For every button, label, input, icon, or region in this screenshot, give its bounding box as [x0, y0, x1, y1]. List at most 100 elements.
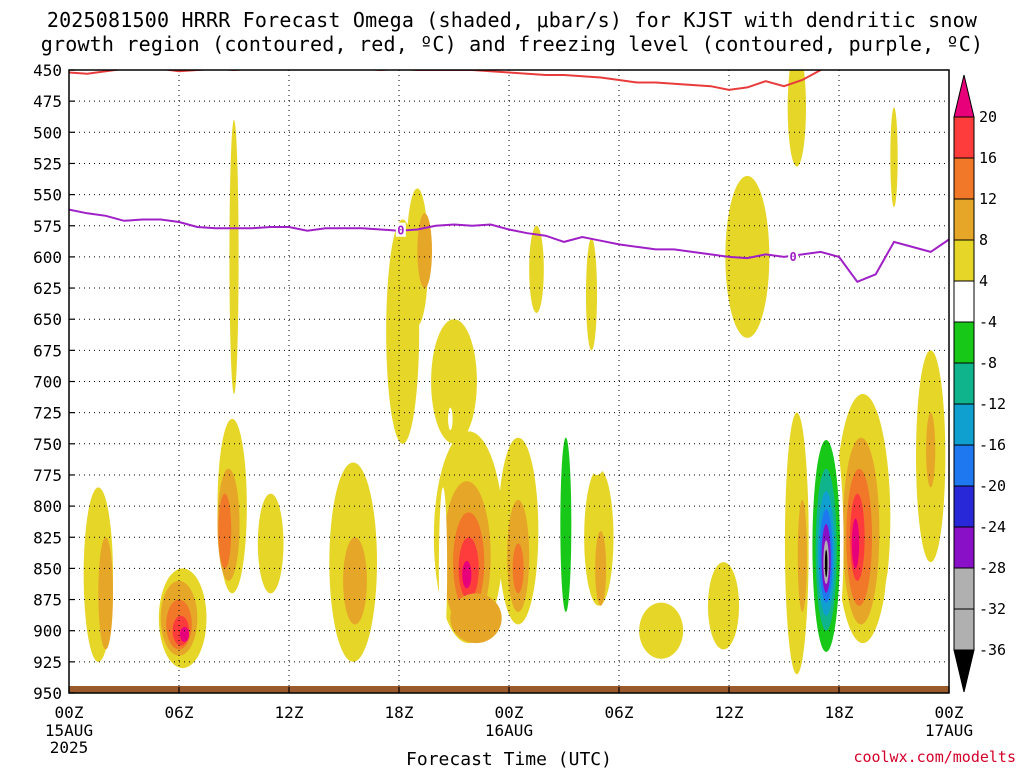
colorbar-label-12: -32	[979, 600, 1006, 618]
y-axis: 450 475 500 525 550 575 600 625 650 675 700 725 750 7…	[33, 61, 75, 703]
contour-label-1-0: 0	[397, 224, 404, 238]
y-tick-label-525: 525	[33, 154, 62, 173]
y-tick-label-575: 575	[33, 217, 62, 236]
contour-line-0	[69, 70, 824, 91]
x-tick-date-4: 16AUG	[485, 721, 533, 740]
colorbar-swatch-2	[953, 157, 975, 200]
omega-cell-11	[257, 493, 284, 594]
colorbar-label-11: -28	[979, 559, 1006, 577]
colorbar-label-5: -4	[979, 313, 997, 331]
omega-cell-48	[438, 487, 448, 650]
y-tick-label-775: 775	[33, 466, 62, 485]
colorbar-label-9: -20	[979, 477, 1006, 495]
omega-cell-46	[560, 437, 572, 613]
credit-text: coolwx.com/modelts	[853, 748, 1016, 766]
y-tick-label-675: 675	[33, 341, 62, 360]
colorbar-bottom-arrow	[953, 649, 975, 693]
x-tick-label-1: 06Z	[165, 703, 194, 722]
contour-line-1	[69, 208, 949, 284]
y-tick-label-550: 550	[33, 186, 62, 205]
x-tick-label-5: 06Z	[605, 703, 634, 722]
colorbar-swatch-5	[953, 280, 975, 323]
colorbar-label-10: -24	[979, 518, 1006, 536]
x-axis-label: Forecast Time (UTC)	[406, 749, 612, 768]
omega-cell-49	[448, 407, 453, 431]
omega-cell-50	[602, 593, 629, 644]
x-tick-label-3: 18Z	[385, 703, 414, 722]
y-tick-label-800: 800	[33, 497, 62, 516]
y-tick-label-875: 875	[33, 591, 62, 610]
omega-cell-41	[851, 518, 860, 569]
colorbar-swatch-11	[953, 526, 975, 569]
y-tick-label-950: 950	[33, 684, 62, 703]
x-tick-label-4: 00Z	[495, 703, 524, 722]
colorbar-label-3: 8	[979, 231, 988, 249]
x-tick-label-0: 00Z	[55, 703, 84, 722]
omega-cell-32	[707, 562, 740, 650]
y-tick-label-650: 650	[33, 310, 62, 329]
omega-cell-22	[462, 560, 472, 589]
colorbar-swatch-9	[953, 444, 975, 487]
x-tick-date-0: 15AUG	[45, 721, 93, 740]
omega-cell-13	[343, 537, 367, 625]
y-tick-label-900: 900	[33, 622, 62, 641]
colorbar-label-7: -12	[979, 395, 1006, 413]
x-tick-date-8: 17AUG	[925, 721, 973, 740]
omega-cell-6	[179, 626, 190, 642]
x-tick-label-8: 00Z	[935, 703, 964, 722]
x-tick-year-0: 2025	[50, 738, 89, 757]
colorbar-swatch-3	[953, 198, 975, 241]
omega-cell-36	[787, 70, 806, 167]
omega-cell-28	[586, 238, 597, 351]
y-tick-label-825: 825	[33, 528, 62, 547]
colorbar-top-arrow	[953, 74, 975, 118]
colorbar-label-0: 20	[979, 108, 997, 126]
contour-label-1-1: 0	[790, 250, 797, 264]
omega-cell-33	[725, 175, 770, 338]
y-tick-label-850: 850	[33, 559, 62, 578]
colorbar-swatch-4	[953, 239, 975, 282]
colorbar-swatch-8	[953, 403, 975, 446]
chart-title: 2025081500 HRRR Forecast Omega (shaded, …	[0, 8, 1024, 56]
colorbar-label-13: -36	[979, 641, 1006, 659]
colorbar-swatch-7	[953, 362, 975, 405]
contour-lines: 00	[69, 70, 949, 284]
colorbar-label-1: 16	[979, 149, 997, 167]
y-tick-label-625: 625	[33, 279, 62, 298]
omega-cell-9	[218, 493, 232, 569]
y-tick-label-700: 700	[33, 373, 62, 392]
y-tick-label-725: 725	[33, 404, 62, 423]
colorbar-swatch-1	[953, 116, 975, 159]
omega-cell-25	[512, 543, 524, 594]
x-tick-label-7: 18Z	[825, 703, 854, 722]
y-tick-label-475: 475	[33, 92, 62, 111]
omega-cell-30	[595, 531, 607, 606]
omega-cell-47	[586, 412, 608, 475]
omega-cell-59	[883, 568, 897, 669]
omega-cell-44	[926, 412, 936, 488]
colorbar-label-2: 12	[979, 190, 997, 208]
y-tick-label-925: 925	[33, 653, 62, 672]
colorbar-label-4: 4	[979, 272, 988, 290]
x-tick-label-2: 12Z	[275, 703, 304, 722]
colorbar-swatch-12	[953, 608, 975, 651]
y-tick-label-500: 500	[33, 123, 62, 142]
omega-cell-42	[890, 107, 898, 208]
colorbar-swatch-12	[953, 567, 975, 610]
y-tick-label-450: 450	[33, 61, 62, 80]
y-tick-label-600: 600	[33, 248, 62, 267]
omega-cell-1	[98, 537, 113, 650]
omega-cell-35	[797, 499, 807, 613]
contour-label-bg-1-0	[395, 222, 406, 237]
omega-shading	[83, 70, 946, 675]
y-tick-label-750: 750	[33, 435, 62, 454]
omega-cell-16	[417, 213, 432, 289]
omega-cell-58	[824, 549, 828, 578]
x-tick-label-6: 12Z	[715, 703, 744, 722]
colorbar-swatch-6	[953, 321, 975, 364]
colorbar-label-6: -8	[979, 354, 997, 372]
omega-cell-26	[450, 593, 502, 644]
contour-label-bg-1-1	[788, 248, 799, 263]
